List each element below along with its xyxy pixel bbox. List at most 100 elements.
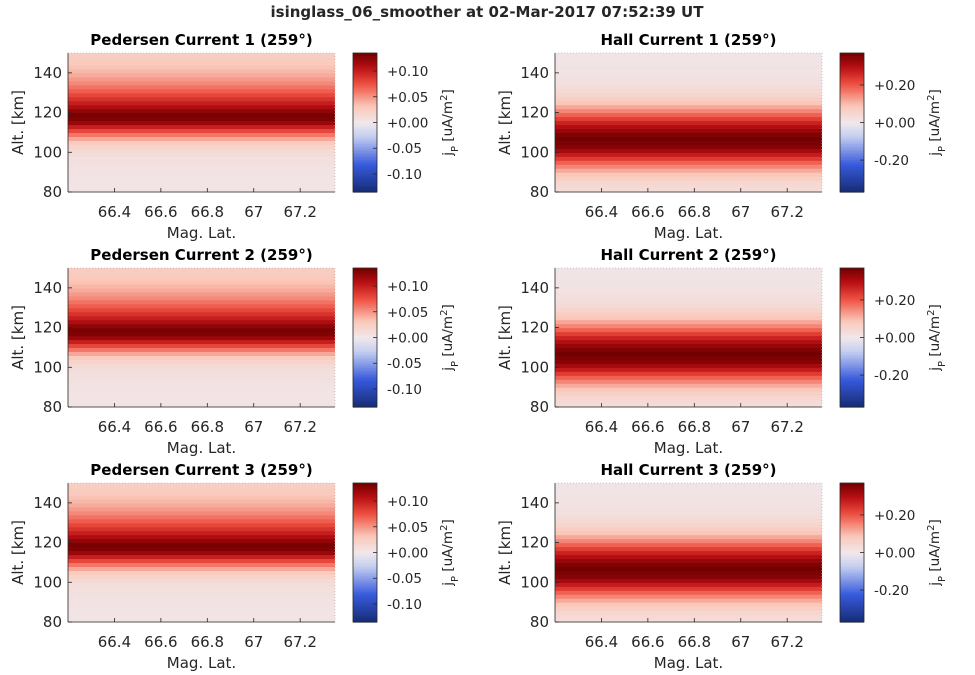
chart-2-colorbar-swatch xyxy=(840,161,864,165)
chart-3-ytick-label: 80 xyxy=(43,398,62,416)
chart-2-title: Hall Current 1 (259°) xyxy=(600,31,776,49)
chart-1-colorbar-swatch xyxy=(353,113,377,117)
chart-4-heat-band xyxy=(555,315,822,321)
chart-6-colorbar-swatch xyxy=(840,531,864,535)
chart-4-heat-band xyxy=(555,355,822,360)
chart-2-heat-band xyxy=(555,124,822,130)
chart-1-colorbar-swatch xyxy=(353,117,377,121)
chart-5-colorbar-swatch xyxy=(353,603,377,607)
chart-4-heat-band xyxy=(555,283,822,289)
chart-6-ytick-label: 120 xyxy=(520,534,549,552)
chart-1-heat-band xyxy=(68,108,335,114)
chart-1-xlabel: Mag. Lat. xyxy=(167,224,236,242)
chart-5-colorbar-swatch xyxy=(353,608,377,612)
chart-3-colorbar-swatch xyxy=(353,337,377,341)
chart-6-xlabel: Mag. Lat. xyxy=(654,654,723,672)
chart-5-heat-band xyxy=(68,614,335,619)
chart-1-colorbar-swatch xyxy=(353,64,377,68)
chart-1-heat-band xyxy=(68,84,335,90)
chart-4-colorbar-swatch xyxy=(840,298,864,302)
chart-6-heat-band xyxy=(555,590,822,595)
chart-1-heat-band xyxy=(68,140,335,145)
chart-3-heat-band xyxy=(68,303,335,309)
chart-6-colorbar-tick-label: +0.20 xyxy=(874,508,915,524)
chart-1-heat-band xyxy=(68,92,335,98)
chart-4-colorbar-swatch xyxy=(840,272,864,276)
chart-5-heat-band xyxy=(68,606,335,611)
chart-1-colorbar-swatch xyxy=(353,143,377,147)
chart-6-ytick-label: 80 xyxy=(530,613,549,631)
chart-5-colorbar-swatch xyxy=(353,564,377,567)
chart-2-colorbar-swatch xyxy=(840,131,864,135)
chart-3-colorbar-swatch xyxy=(353,314,377,318)
chart-1-colorbar-swatch xyxy=(353,180,377,184)
chart-6-heatmap xyxy=(555,483,822,623)
chart-1-heat-band xyxy=(68,96,335,102)
chart-2-colorbar-swatch xyxy=(840,64,864,68)
chart-5-heat-band xyxy=(68,518,335,524)
chart-1-heat-band xyxy=(68,144,335,149)
chart-4-colorbar-swatch xyxy=(840,328,864,332)
chart-5-heat-band xyxy=(68,586,335,591)
chart-2-heat-band xyxy=(555,180,822,185)
chart-6-colorbar-swatch xyxy=(840,559,864,563)
chart-1-xtick-label: 66.8 xyxy=(191,203,224,221)
chart-6-colorbar-swatch xyxy=(840,573,864,577)
chart-4-colorbar-swatch xyxy=(840,402,864,406)
chart-1-colorbar-swatch xyxy=(353,182,377,186)
chart-2-colorbar-swatch xyxy=(840,78,864,82)
chart-5-colorbar-swatch xyxy=(353,496,377,500)
chart-2-colorbar-swatch xyxy=(840,180,864,184)
chart-3-heatmap xyxy=(68,268,335,408)
chart-5-colorbar: +0.10 +0.05 +0.00 -0.05 -0.10 jP [uA/m2] xyxy=(352,482,461,623)
chart-3-colorbar-swatch xyxy=(353,400,377,403)
chart-5-heatmap xyxy=(68,483,335,623)
chart-3-colorbar-swatch xyxy=(353,351,377,355)
chart-3-colorbar-swatch xyxy=(353,335,377,339)
chart-6-colorbar-swatch xyxy=(840,619,864,623)
chart-4-colorbar-swatch xyxy=(840,397,864,401)
chart-5-heat-band xyxy=(68,610,335,615)
chart-2-colorbar-swatch xyxy=(840,83,864,87)
chart-6-xtick-label: 66.6 xyxy=(631,633,664,651)
chart-3-heat-band xyxy=(68,299,335,305)
chart-1-heat-band xyxy=(68,88,335,94)
chart-1-heat-band xyxy=(68,168,335,173)
chart-1-heat-band xyxy=(68,56,335,62)
chart-1-colorbar-swatch xyxy=(353,173,377,177)
chart-1-colorbar-tick-label: +0.05 xyxy=(387,90,428,106)
chart-2-heat-band xyxy=(555,120,822,126)
chart-2-heat-band xyxy=(555,64,822,70)
chart-4-colorbar-swatch xyxy=(840,293,864,297)
chart-2-colorbar-tick-label: +0.20 xyxy=(874,78,915,94)
chart-5-heat-band xyxy=(68,594,335,599)
chart-2-xtick-label: 66.6 xyxy=(631,203,664,221)
chart-6-heat-band xyxy=(555,570,822,575)
chart-1-title: Pedersen Current 1 (259°) xyxy=(90,31,312,49)
chart-4-heat-band xyxy=(555,379,822,384)
chart-2-heat-band xyxy=(555,56,822,62)
chart-1-colorbar-swatch xyxy=(353,185,377,188)
chart-2-heat-band xyxy=(555,152,822,157)
chart-6-colorbar-swatch xyxy=(840,529,864,533)
chart-4-colorbar-swatch xyxy=(840,342,864,346)
chart-5-colorbar-swatch xyxy=(353,531,377,535)
chart-2-colorbar-swatch xyxy=(840,55,864,59)
chart-6-colorbar-swatch xyxy=(840,594,864,598)
chart-4-colorbar-swatch xyxy=(840,323,864,327)
chart-3-colorbar-swatch xyxy=(353,300,377,304)
chart-2-colorbar-swatch xyxy=(840,171,864,175)
chart-3-ytick-label: 120 xyxy=(33,319,62,337)
chart-2-ylabel: Alt. [km] xyxy=(496,90,514,155)
chart-3-colorbar-swatch xyxy=(353,321,377,325)
chart-4-colorbar-swatch xyxy=(840,284,864,288)
chart-3-colorbar-swatch xyxy=(353,323,377,327)
chart-5-colorbar-swatch xyxy=(353,559,377,563)
chart-6-colorbar-swatch xyxy=(840,561,864,565)
chart-4-colorbar-swatch xyxy=(840,362,864,366)
chart-1-colorbar-swatch xyxy=(353,83,377,87)
chart-4-colorbar-label: jP [uA/m2] xyxy=(926,304,948,372)
chart-2-heat-band xyxy=(555,60,822,66)
chart-1-colorbar-swatch xyxy=(353,124,377,128)
chart-5-colorbar-swatch xyxy=(353,483,377,486)
